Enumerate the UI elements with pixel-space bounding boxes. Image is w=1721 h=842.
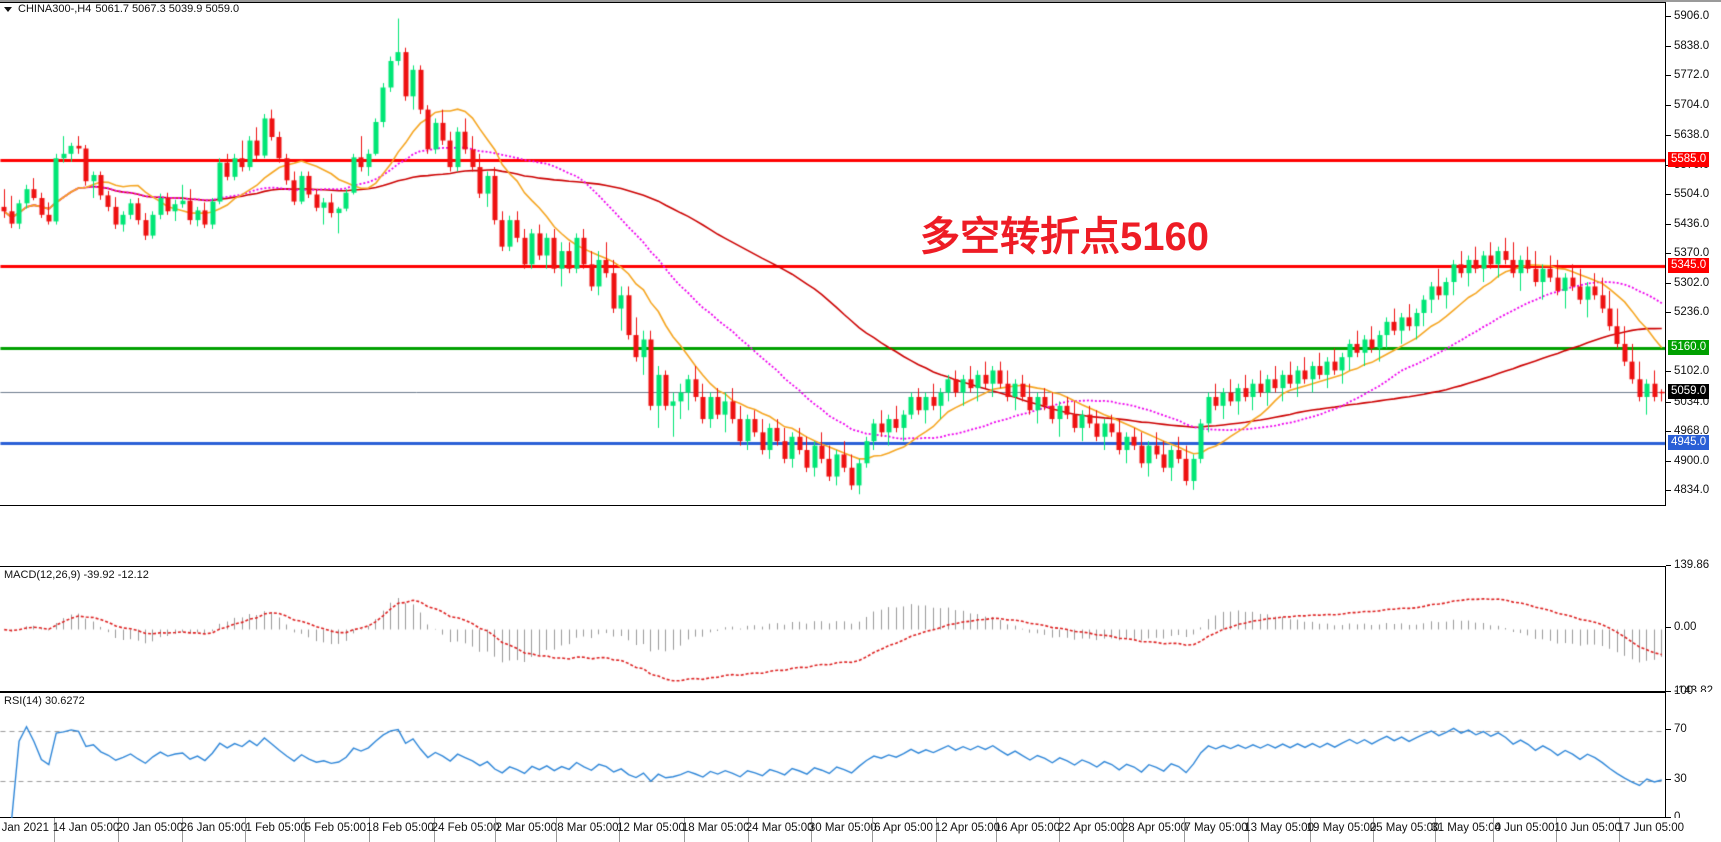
time-axis-separator [1059,818,1060,842]
rsi-chart-canvas[interactable] [0,693,1665,819]
axis-tick-5236-0: 5236.0 [1666,306,1709,319]
time-axis-label: 30 Mar 05:00 [808,822,877,834]
time-axis-label: 7 May 05:00 [1184,822,1248,834]
rsi-pane[interactable] [0,692,1665,819]
time-axis-separator [556,818,557,842]
time-axis-label: 8 Jan 2021 [0,822,49,834]
time-axis-separator [1373,818,1374,842]
axis-tick-5638-0: 5638.0 [1666,129,1709,142]
time-axis-separator [684,818,685,842]
axis-tick-5102-0: 5102.0 [1666,366,1709,378]
time-axis-separator [434,818,435,842]
axis-tick-4834-0: 4834.0 [1666,484,1709,497]
axis-tick-4900-0: 4900.0 [1666,455,1709,468]
axis-tick-5034-0: 5034.0 [1666,396,1709,409]
time-axis-separator [996,818,997,842]
time-axis-label: 18 Feb 05:00 [366,822,434,834]
time-axis-label: 13 May 05:00 [1244,822,1314,834]
time-axis-label: 10 Jun 05:00 [1554,822,1621,834]
time-axis-separator [245,818,246,842]
axis-tick-5302-0: 5302.0 [1666,277,1709,290]
axis-tick-0: 0 [1666,811,1680,824]
rsi-axis[interactable]: 100 70 30 0 [1665,685,1721,823]
price-badge-support-5160[interactable]: 5160.0 [1668,339,1710,355]
time-axis-label: 1 Feb 05:00 [245,822,307,834]
time-axis-separator [1619,818,1620,842]
time-axis-label: 17 Jun 05:00 [1617,822,1685,834]
axis-tick-100: 100 [1666,685,1693,698]
price-badge-support-4945[interactable]: 4945.0 [1668,434,1710,450]
price-badge-resistance-5345[interactable]: 5345.0 [1668,258,1710,274]
axis-tick-30: 30 [1666,773,1687,786]
time-axis-label: 14 Jan 05:00 [52,822,120,834]
time-axis-separator [1248,818,1249,842]
time-axis-separator [495,818,496,842]
time-axis-separator [118,818,119,842]
time-axis-label: 22 Apr 05:00 [1057,822,1124,834]
time-axis-label: 8 Mar 05:00 [557,822,619,834]
axis-tick-5772-0: 5772.0 [1666,70,1709,82]
axis-tick-0-00: 0.00 [1666,621,1696,634]
time-axis-separator [304,818,305,842]
time-axis-label: 31 May 05:00 [1431,822,1501,834]
time-axis-label: 24 Feb 05:00 [431,822,500,834]
time-axis-separator [1184,818,1185,842]
time-axis-separator [1310,818,1311,842]
time-axis-separator [369,818,370,842]
price-axis[interactable]: 5906.05838.05772.05704.05638.05570.05504… [1665,2,1721,506]
chart-annotation-text: 多空转折点5160 [920,215,1209,259]
time-axis-label: 20 Jan 05:00 [116,822,184,834]
axis-tick-5704-0: 5704.0 [1666,100,1709,112]
price-pane[interactable] [0,2,1665,507]
time-axis-separator [872,818,873,842]
time-axis-label: 24 Mar 05:00 [745,822,814,834]
time-axis-label: 5 Feb 05:00 [304,822,367,834]
axis-tick-5838-0: 5838.0 [1666,40,1709,53]
time-axis-separator [182,818,183,842]
time-axis-separator [1556,818,1557,842]
time-axis-separator [54,818,55,842]
time-axis-label: 12 Apr 05:00 [934,822,1001,834]
time-axis-separator [1123,818,1124,842]
time-axis-label: 25 May 05:00 [1369,822,1440,834]
time-axis-label: 18 Mar 05:00 [681,822,750,834]
macd-pane[interactable] [0,566,1665,693]
ohlc-values: 5061.7 5067.3 5039.9 5059.0 [95,3,240,15]
rsi-indicator-label: RSI(14) 30.6272 [4,695,85,707]
macd-chart-canvas[interactable] [0,567,1665,693]
time-axis-label: 16 Apr 05:00 [994,822,1061,834]
axis-tick-4968-0: 4968.0 [1666,425,1709,438]
axis-tick-5370-0: 5370.0 [1666,247,1709,260]
price-badge-resistance-5585[interactable]: 5585.0 [1668,151,1710,167]
time-axis-separator [619,818,620,842]
time-axis-label: 4 Jun 05:00 [1494,822,1555,834]
time-axis-label: 12 Mar 05:00 [617,822,685,834]
time-axis-separator [936,818,937,842]
axis-tick-5436-0: 5436.0 [1666,218,1709,231]
macd-axis[interactable]: 139.86 0.00 -143.82 [1665,559,1721,697]
time-axis-label: 2 Mar 05:00 [495,822,558,834]
time-axis-separator [748,818,749,842]
axis-tick-5906-0: 5906.0 [1666,10,1709,23]
time-axis-separator [1435,818,1436,842]
time-axis-separator [811,818,812,842]
time-axis-label: 26 Jan 05:00 [180,822,248,834]
time-axis-label: 6 Apr 05:00 [874,822,933,834]
macd-indicator-label: MACD(12,26,9) -39.92 -12.12 [4,569,149,581]
axis-tick-139-86: 139.86 [1666,559,1709,572]
time-axis-label: 28 Apr 05:00 [1121,822,1188,834]
axis-tick-70: 70 [1666,723,1687,736]
time-axis-label: 19 May 05:00 [1306,822,1377,834]
time-axis-separator [1493,818,1494,842]
price-chart-canvas[interactable] [0,3,1665,507]
symbol-label: CHINA300-,H4 [18,3,92,15]
symbol-info-bar: CHINA300-,H4 5061.7 5067.3 5039.9 5059.0 [0,2,239,16]
caret-down-icon[interactable] [4,6,12,12]
axis-tick-5504-0: 5504.0 [1666,188,1709,201]
price-badge-last-price-5059[interactable]: 5059.0 [1668,384,1710,400]
